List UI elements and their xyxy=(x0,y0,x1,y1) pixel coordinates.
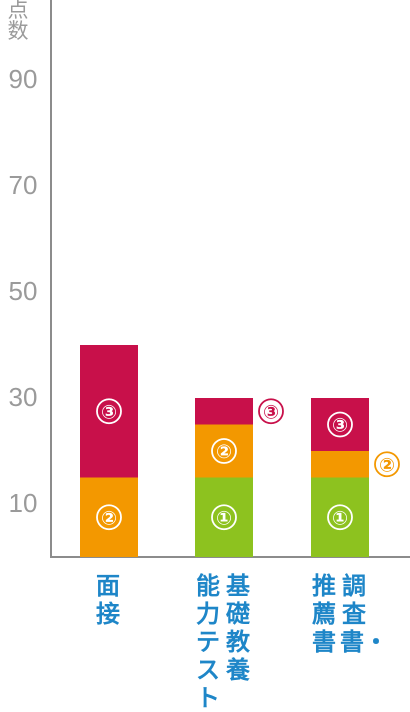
y-tick-label: 30 xyxy=(8,382,38,412)
bar-segment xyxy=(311,398,369,451)
x-category-label: 基礎教養 能力テスト xyxy=(194,572,252,712)
bar-segment xyxy=(311,451,369,478)
y-axis-label-char: 数 xyxy=(7,19,29,43)
segment-label: ③ xyxy=(101,401,117,423)
y-tick-label: 50 xyxy=(8,276,38,306)
bar-segment xyxy=(195,398,253,425)
y-tick-label: 90 xyxy=(8,64,38,94)
segment-label: ③ xyxy=(332,415,348,437)
x-category-line: 能力テスト xyxy=(196,572,220,712)
x-category-line: 基礎教養 xyxy=(226,572,250,684)
segment-label-ring xyxy=(211,438,237,464)
x-category-label: 調査書・ 推薦書 xyxy=(310,572,388,656)
segment-label-ring xyxy=(327,411,353,438)
segment-label-ring xyxy=(258,398,284,425)
bar-segment xyxy=(195,424,253,478)
bar-segment xyxy=(80,477,138,557)
segment-label: ① xyxy=(216,507,232,529)
y-tick-label: 10 xyxy=(8,488,38,518)
segment-label-ring xyxy=(327,504,353,531)
segment-label-ring xyxy=(211,504,237,531)
segment-label: ② xyxy=(216,441,232,463)
bar-segment xyxy=(195,477,253,557)
segment-label-ring xyxy=(96,504,122,531)
y-tick-label: 70 xyxy=(8,170,38,200)
y-axis-label-char: 点 xyxy=(7,0,29,22)
x-category-line: 推薦書 xyxy=(312,572,336,656)
x-category-line: 調査書・ xyxy=(340,572,388,656)
x-category-line: 面接 xyxy=(96,572,120,628)
segment-label: ② xyxy=(101,507,117,529)
x-category-label: 面接 xyxy=(94,572,122,628)
segment-label: ③ xyxy=(263,401,279,423)
segment-label: ① xyxy=(332,507,348,529)
bar-segment xyxy=(80,345,138,478)
y-axis-label: 点数 xyxy=(0,0,36,42)
bar-segment xyxy=(311,477,369,557)
segment-label: ② xyxy=(379,454,395,476)
segment-label-ring xyxy=(96,398,122,425)
segment-label-ring xyxy=(374,451,400,478)
